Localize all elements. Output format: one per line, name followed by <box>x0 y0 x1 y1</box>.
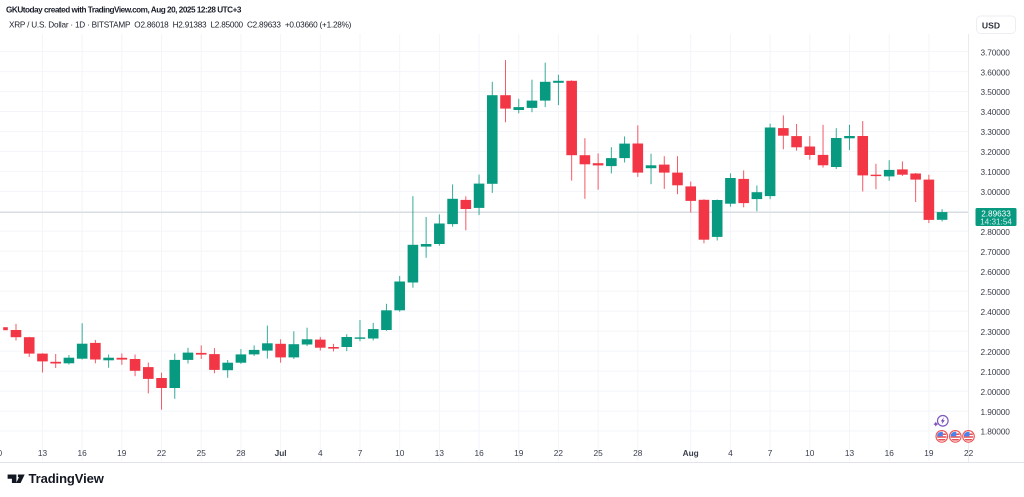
svg-text:22: 22 <box>554 448 564 458</box>
svg-text:28: 28 <box>236 448 246 458</box>
svg-text:2.00000: 2.00000 <box>981 387 1011 397</box>
svg-text:Jul: Jul <box>275 448 287 458</box>
svg-text:19: 19 <box>117 448 127 458</box>
svg-text:19: 19 <box>514 448 524 458</box>
svg-text:3.30000: 3.30000 <box>981 127 1011 137</box>
svg-text:2.89633: 2.89633 <box>981 210 1011 219</box>
svg-text:14:31:54: 14:31:54 <box>980 217 1012 226</box>
svg-text:2.70000: 2.70000 <box>981 247 1011 257</box>
svg-text:3.60000: 3.60000 <box>981 67 1011 77</box>
svg-text:2.50000: 2.50000 <box>981 287 1011 297</box>
svg-text:10: 10 <box>805 448 815 458</box>
svg-text:4: 4 <box>728 448 733 458</box>
svg-text:2.60000: 2.60000 <box>981 267 1011 277</box>
svg-text:2.10000: 2.10000 <box>981 367 1011 377</box>
svg-text:TradingView: TradingView <box>29 471 105 486</box>
svg-text:XRP / U.S. Dollar · 1D · BITST: XRP / U.S. Dollar · 1D · BITSTAMP O2.860… <box>9 21 352 30</box>
svg-text:GKUtoday created with TradingV: GKUtoday created with TradingView.com, A… <box>6 5 242 14</box>
svg-text:USD: USD <box>982 21 1000 31</box>
svg-text:3.00000: 3.00000 <box>981 187 1011 197</box>
svg-text:22: 22 <box>964 448 974 458</box>
svg-text:22: 22 <box>157 448 167 458</box>
svg-text:16: 16 <box>77 448 87 458</box>
svg-text:4: 4 <box>318 448 323 458</box>
svg-text:19: 19 <box>924 448 934 458</box>
svg-text:2.40000: 2.40000 <box>981 307 1011 317</box>
svg-text:13: 13 <box>435 448 445 458</box>
svg-text:2.80000: 2.80000 <box>981 227 1011 237</box>
svg-text:16: 16 <box>474 448 484 458</box>
svg-text:7: 7 <box>768 448 773 458</box>
svg-text:13: 13 <box>38 448 48 458</box>
svg-text:13: 13 <box>845 448 855 458</box>
svg-text:1.80000: 1.80000 <box>981 427 1011 437</box>
svg-text:10: 10 <box>0 448 2 458</box>
svg-text:3.50000: 3.50000 <box>981 87 1011 97</box>
svg-text:1.90000: 1.90000 <box>981 407 1011 417</box>
svg-text:7: 7 <box>358 448 363 458</box>
svg-text:3.10000: 3.10000 <box>981 167 1011 177</box>
svg-text:3.20000: 3.20000 <box>981 147 1011 157</box>
svg-text:16: 16 <box>885 448 895 458</box>
svg-text:2.30000: 2.30000 <box>981 327 1011 337</box>
svg-text:Aug: Aug <box>683 448 699 458</box>
svg-text:25: 25 <box>197 448 207 458</box>
svg-text:28: 28 <box>633 448 643 458</box>
svg-text:2.20000: 2.20000 <box>981 347 1011 357</box>
svg-text:25: 25 <box>593 448 603 458</box>
svg-text:3.40000: 3.40000 <box>981 107 1011 117</box>
svg-text:10: 10 <box>395 448 405 458</box>
svg-text:3.70000: 3.70000 <box>981 47 1011 57</box>
